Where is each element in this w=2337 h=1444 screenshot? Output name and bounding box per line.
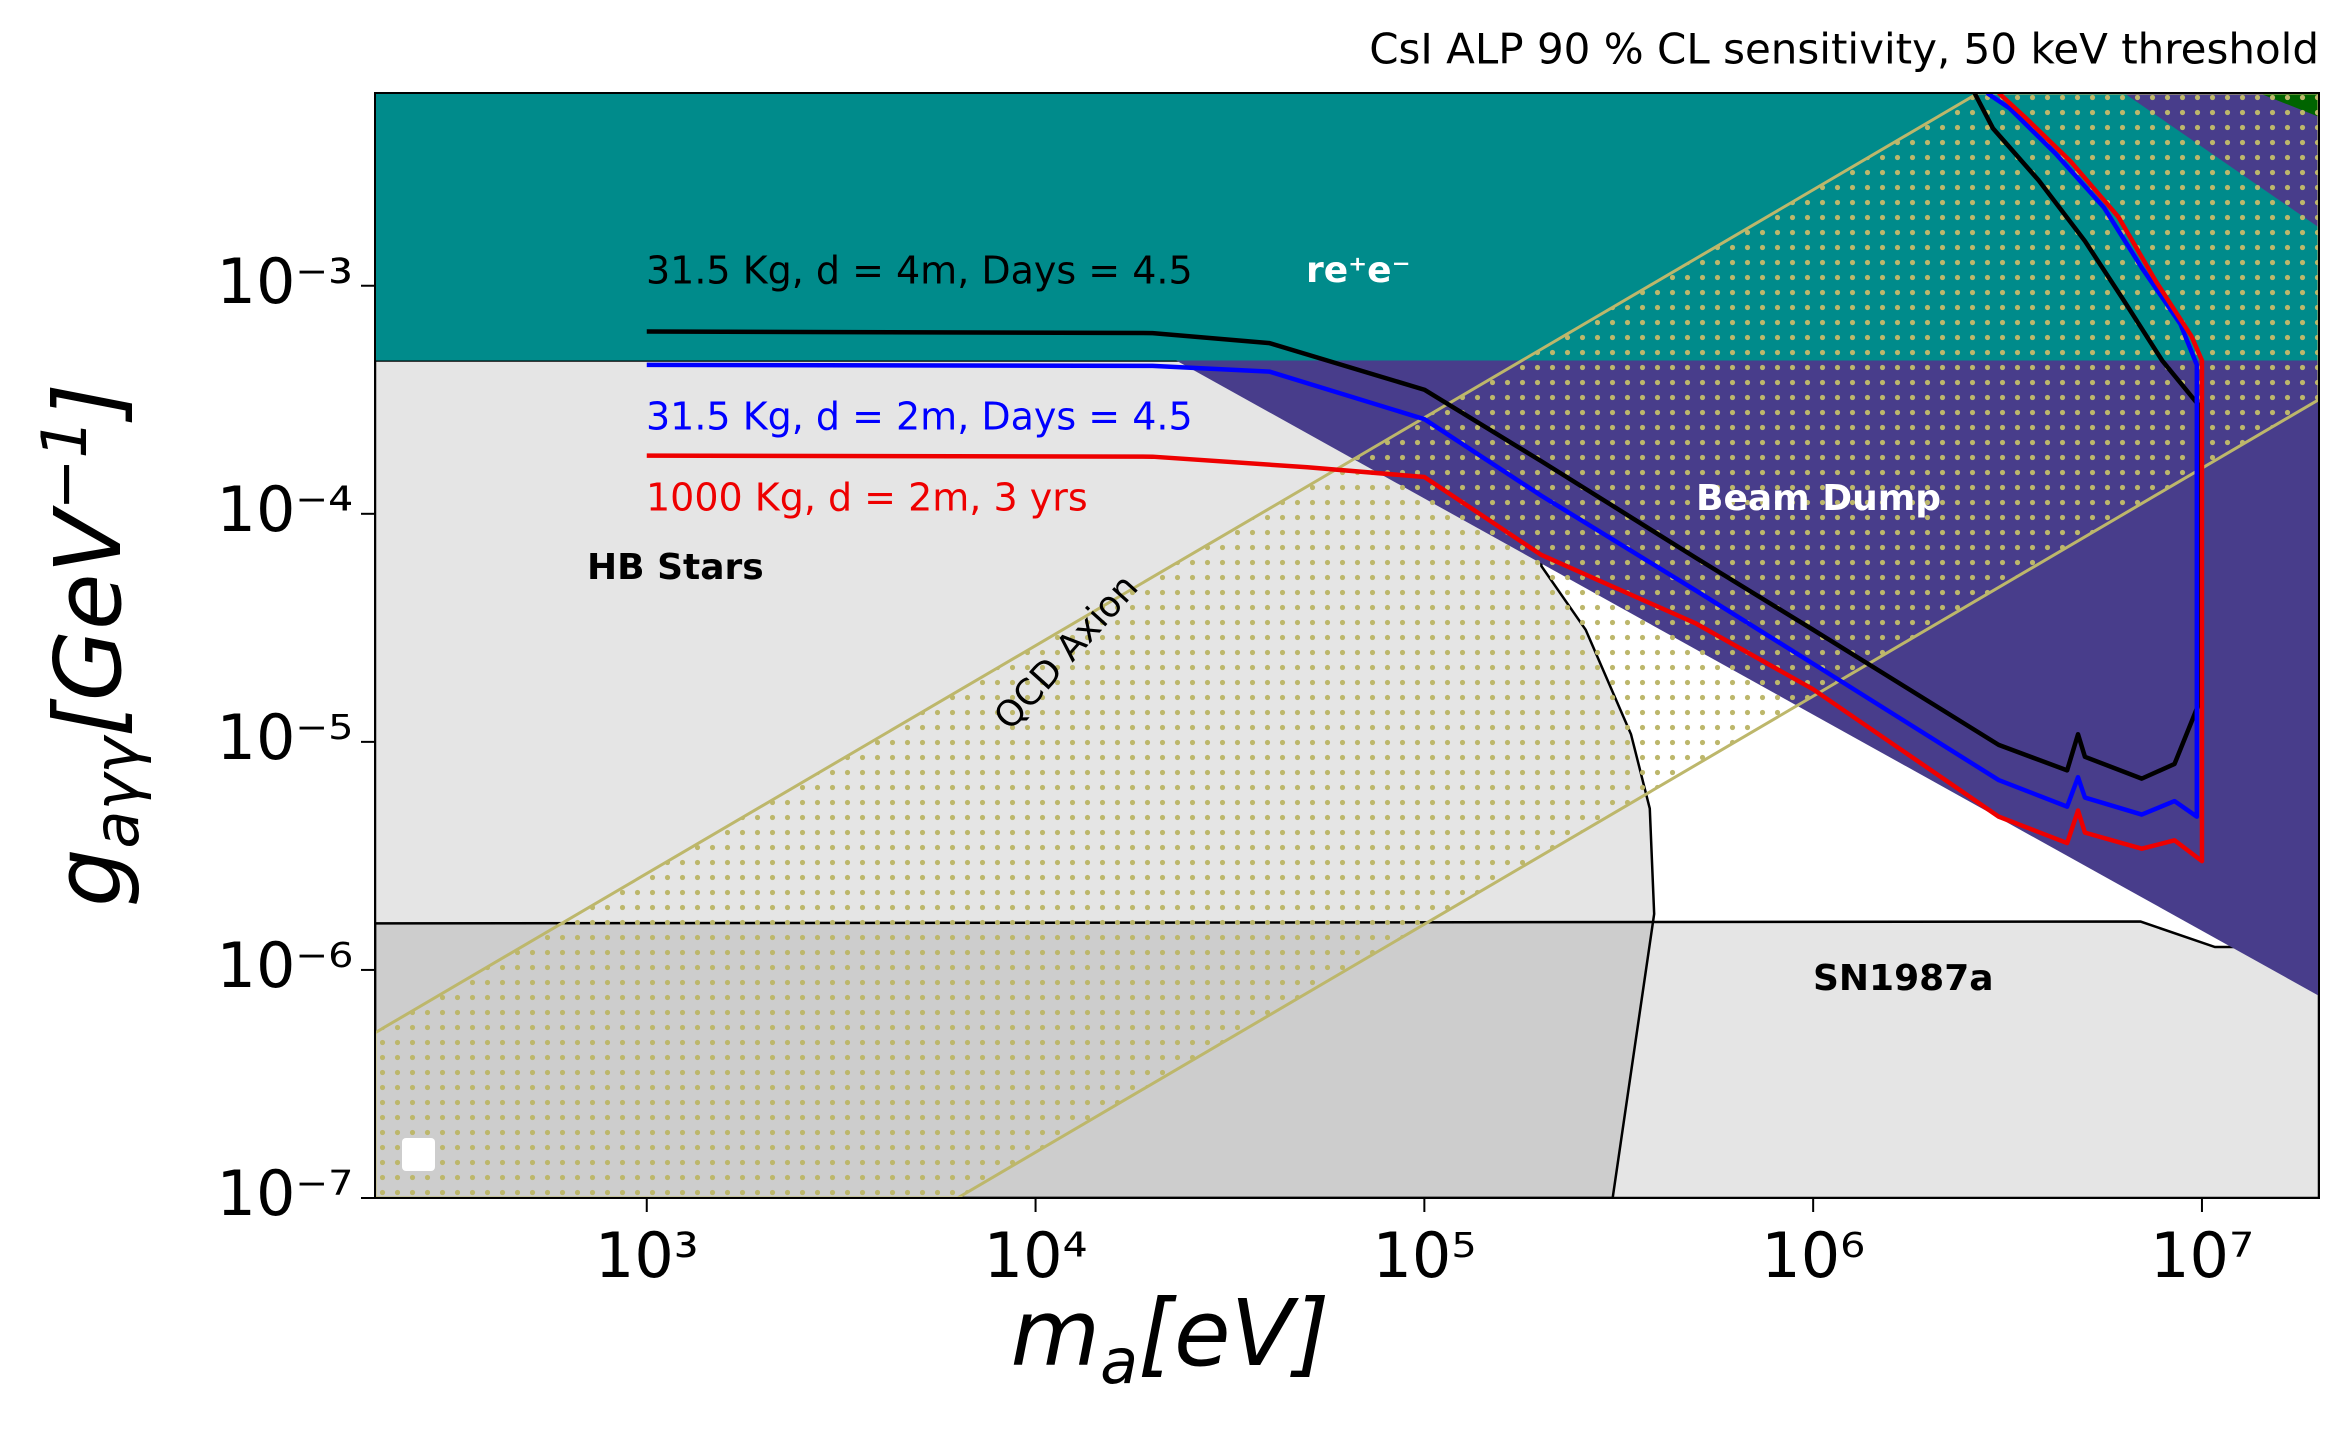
y-label-sup: −1 bbox=[28, 419, 101, 510]
series-line bbox=[646, 93, 2200, 819]
y-tick-label: 10⁻⁷ bbox=[217, 1157, 353, 1230]
x-tick-label: 10⁴ bbox=[984, 1219, 1088, 1292]
x-axis-label: ma[eV] bbox=[1011, 1280, 1330, 1398]
y-axis-label: gaγγ[GeV−1] bbox=[28, 383, 153, 907]
region-label: HB Stars bbox=[587, 547, 764, 588]
y-label-unit: [GeV bbox=[35, 504, 142, 737]
y-label-sub: aγγ bbox=[80, 734, 153, 849]
series-label: 1000 Kg, d = 2m, 3 yrs bbox=[646, 476, 1088, 520]
legend-marker bbox=[402, 1138, 435, 1171]
x-tick-label: 10³ bbox=[595, 1219, 699, 1292]
series-line bbox=[646, 93, 2201, 781]
region bbox=[375, 93, 2319, 1198]
plot-area bbox=[375, 93, 2319, 1198]
y-tick-label: 10⁻³ bbox=[217, 245, 353, 318]
y-tick-label: 10⁻⁶ bbox=[217, 929, 353, 1002]
region-label: Beam Dump bbox=[1696, 478, 1941, 519]
region-label: SN1987a bbox=[1813, 958, 1994, 999]
x-tick-label: 10⁵ bbox=[1372, 1219, 1476, 1292]
chart-title: CsI ALP 90 % CL sensitivity, 50 keV thre… bbox=[1369, 25, 2319, 74]
series-label: 31.5 Kg, d = 2m, Days = 4.5 bbox=[646, 395, 1193, 439]
x-tick-label: 10⁷ bbox=[2150, 1219, 2254, 1292]
y-tick-label: 10⁻⁵ bbox=[217, 701, 353, 774]
series-line bbox=[646, 93, 2205, 864]
y-label-end: ] bbox=[35, 383, 142, 423]
region-label: re⁺e⁻ bbox=[1306, 250, 1411, 291]
x-tick-label: 10⁶ bbox=[1761, 1219, 1865, 1292]
x-label-unit: [eV] bbox=[1138, 1280, 1329, 1387]
y-tick-label: 10⁻⁴ bbox=[217, 473, 353, 546]
x-label-main: m bbox=[1011, 1280, 1101, 1387]
y-label-main: g bbox=[35, 849, 142, 907]
axes-frame bbox=[374, 92, 2320, 1199]
series-label: 31.5 Kg, d = 4m, Days = 4.5 bbox=[646, 249, 1193, 293]
x-label-sub: a bbox=[1100, 1325, 1138, 1398]
